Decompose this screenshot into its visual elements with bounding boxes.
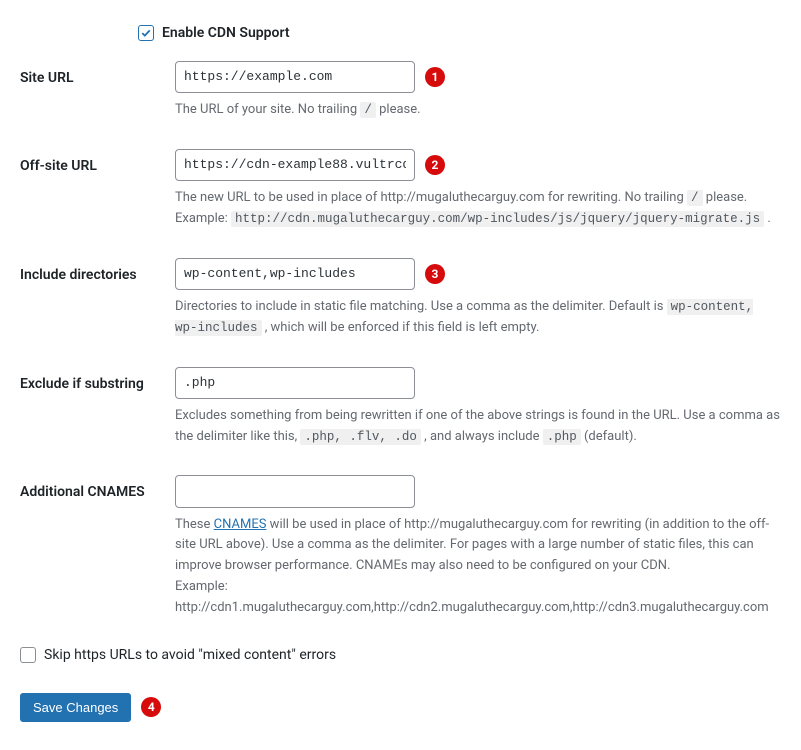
exclude-substr-desc-code2: .php	[543, 429, 581, 445]
include-dirs-desc-post: , which will be enforced if this field i…	[265, 320, 540, 335]
site-url-row: Site URL 1 The URL of your site. No trai…	[20, 61, 781, 121]
enable-cdn-row: Enable CDN Support	[138, 25, 781, 41]
annotation-badge-4: 4	[141, 697, 161, 717]
offsite-url-desc-post: .	[767, 211, 770, 226]
offsite-url-input[interactable]	[175, 149, 415, 181]
additional-cnames-field-col: These CNAMES will be used in place of ht…	[175, 475, 781, 618]
site-url-desc-pre: The URL of your site. No trailing	[175, 102, 360, 117]
site-url-desc: The URL of your site. No trailing / plea…	[175, 100, 780, 121]
additional-cnames-row: Additional CNAMES These CNAMES will be u…	[20, 475, 781, 618]
exclude-substr-desc-mid: , and always include	[424, 429, 543, 444]
offsite-url-desc-pre: The new URL to be used in place of http:…	[175, 190, 687, 205]
include-dirs-field-col: 3 Directories to include in static file …	[175, 258, 781, 339]
additional-cnames-example-label: Example:	[175, 579, 228, 594]
additional-cnames-input[interactable]	[175, 475, 415, 507]
exclude-substr-desc-post: (default).	[584, 429, 637, 444]
exclude-substr-label: Exclude if substring	[20, 367, 175, 392]
exclude-substr-desc-code1: .php, .flv, .do	[300, 429, 421, 445]
skip-https-checkbox[interactable]	[20, 647, 36, 663]
enable-cdn-checkbox[interactable]	[138, 25, 154, 41]
include-dirs-desc-pre: Directories to include in static file ma…	[175, 299, 667, 314]
include-dirs-label: Include directories	[20, 258, 175, 283]
exclude-substr-field-col: Excludes something from being rewritten …	[175, 367, 781, 448]
cnames-link[interactable]: CNAMES	[214, 517, 267, 532]
site-url-field-col: 1 The URL of your site. No trailing / pl…	[175, 61, 781, 121]
site-url-label: Site URL	[20, 61, 175, 86]
offsite-url-desc-code1: /	[687, 190, 703, 206]
site-url-desc-code: /	[360, 102, 376, 118]
enable-cdn-label[interactable]: Enable CDN Support	[162, 25, 290, 41]
offsite-url-input-line: 2	[175, 149, 781, 181]
additional-cnames-desc-pre: These	[175, 517, 214, 532]
include-dirs-input-line: 3	[175, 258, 781, 290]
additional-cnames-example-text: http://cdn1.mugaluthecarguy.com,http://c…	[175, 600, 769, 615]
additional-cnames-desc: These CNAMES will be used in place of ht…	[175, 515, 780, 619]
offsite-url-row: Off-site URL 2 The new URL to be used in…	[20, 149, 781, 230]
site-url-desc-post: please.	[379, 102, 420, 117]
exclude-substr-row: Exclude if substring Excludes something …	[20, 367, 781, 448]
save-changes-button[interactable]: Save Changes	[20, 693, 131, 722]
offsite-url-label: Off-site URL	[20, 149, 175, 174]
additional-cnames-label: Additional CNAMES	[20, 475, 175, 500]
skip-https-label[interactable]: Skip https URLs to avoid "mixed content"…	[44, 647, 336, 663]
exclude-substr-input[interactable]	[175, 367, 415, 399]
offsite-url-field-col: 2 The new URL to be used in place of htt…	[175, 149, 781, 230]
annotation-badge-2: 2	[425, 155, 445, 175]
include-dirs-row: Include directories 3 Directories to inc…	[20, 258, 781, 339]
additional-cnames-input-line	[175, 475, 781, 507]
site-url-input-line: 1	[175, 61, 781, 93]
annotation-badge-3: 3	[425, 264, 445, 284]
offsite-url-desc-code2: http://cdn.mugaluthecarguy.com/wp-includ…	[231, 211, 764, 227]
include-dirs-input[interactable]	[175, 258, 415, 290]
exclude-substr-input-line	[175, 367, 781, 399]
save-row: Save Changes 4	[20, 693, 781, 722]
site-url-input[interactable]	[175, 61, 415, 93]
exclude-substr-desc: Excludes something from being rewritten …	[175, 406, 780, 448]
annotation-badge-1: 1	[425, 67, 445, 87]
include-dirs-desc: Directories to include in static file ma…	[175, 297, 780, 339]
offsite-url-desc: The new URL to be used in place of http:…	[175, 188, 780, 230]
skip-https-row: Skip https URLs to avoid "mixed content"…	[20, 647, 781, 663]
check-icon	[140, 27, 152, 39]
